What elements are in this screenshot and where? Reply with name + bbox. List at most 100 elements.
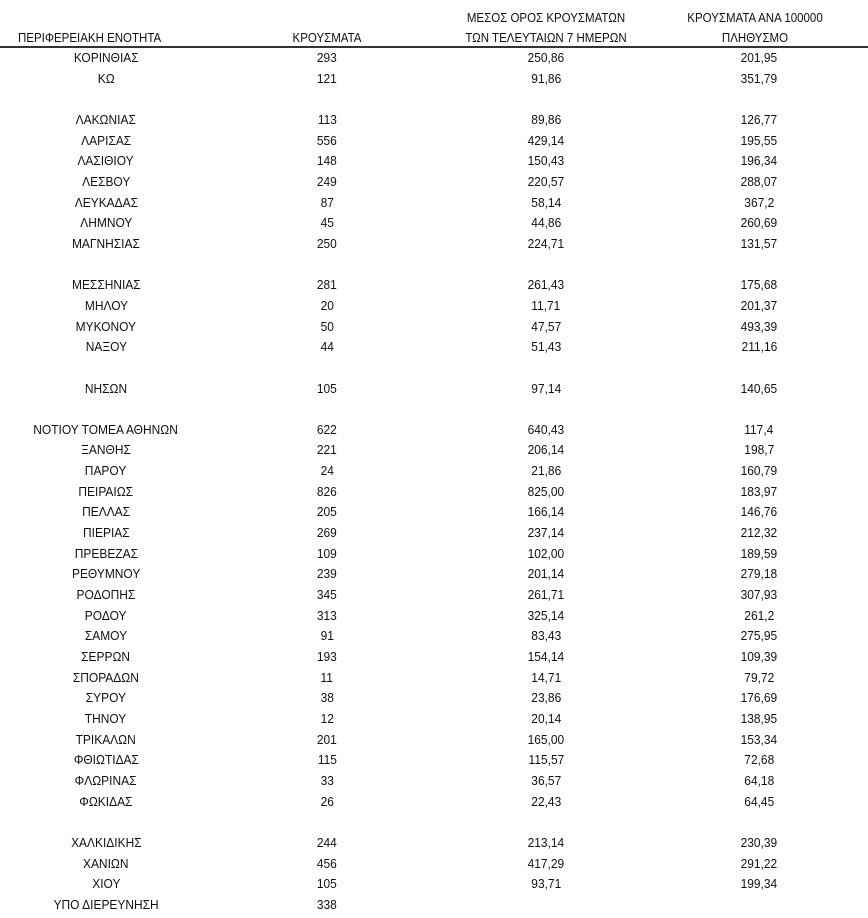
7day-average-cell-text: 825,00 bbox=[527, 483, 565, 499]
region-cell: ΥΠΟ ΔΙΕΡΕΥΝΗΣΗ bbox=[0, 895, 212, 916]
per-100k-cell: 79,72 bbox=[650, 668, 868, 689]
table-row: ΛΕΥΚΑΔΑΣ 87 58,14 367,2 bbox=[0, 193, 868, 214]
table-row: ΜΥΚΟΝΟΥ 50 47,57 493,39 bbox=[0, 317, 868, 338]
per-100k-cell: 307,93 bbox=[650, 585, 868, 606]
7day-average-cell: 261,71 bbox=[442, 585, 650, 606]
region-cell: ΜΥΚΟΝΟΥ bbox=[0, 317, 212, 338]
region-cell-text: ΤΡΙΚΑΛΩΝ bbox=[75, 731, 137, 747]
7day-average-cell-text: 36,57 bbox=[531, 772, 561, 788]
cases-cell-text: 556 bbox=[317, 132, 337, 148]
per-100k-cell-text: 279,18 bbox=[740, 566, 778, 582]
table-row: ΛΗΜΝΟΥ 45 44,86 260,69 bbox=[0, 213, 868, 234]
region-cell: ΤΡΙΚΑΛΩΝ bbox=[0, 730, 212, 751]
per-100k-cell-text: 196,34 bbox=[740, 153, 778, 169]
cases-cell: 33 bbox=[212, 771, 442, 792]
7day-average-cell-text: 150,43 bbox=[527, 153, 565, 169]
per-100k-cell: 175,68 bbox=[650, 275, 868, 296]
per-100k-cell-text: 176,69 bbox=[740, 690, 778, 706]
cases-cell: 313 bbox=[212, 606, 442, 627]
cases-cell: 249 bbox=[212, 172, 442, 193]
cases-cell-text: 281 bbox=[317, 277, 337, 293]
per-100k-cell-text: 212,32 bbox=[740, 525, 778, 541]
table-row: ΦΩΚΙΔΑΣ 26 22,43 64,45 bbox=[0, 792, 868, 813]
region-cell: ΧΑΝΙΩΝ bbox=[0, 854, 212, 875]
per-100k-cell-text: 199,34 bbox=[740, 876, 778, 892]
cases-cell-text: 50 bbox=[320, 318, 334, 334]
cases-cell-text: 87 bbox=[320, 194, 334, 210]
region-cell: ΚΟΡΙΝΘΙΑΣ bbox=[0, 48, 212, 69]
per-100k-cell: 196,34 bbox=[650, 151, 868, 172]
region-cell: ΛΑΡΙΣΑΣ bbox=[0, 131, 212, 152]
per-100k-cell-text: 160,79 bbox=[740, 463, 778, 479]
per-100k-cell-text: 275,95 bbox=[740, 628, 778, 644]
region-cell: ΠΕΛΛΑΣ bbox=[0, 502, 212, 523]
cases-cell-text: 221 bbox=[317, 442, 337, 458]
cases-cell: 105 bbox=[212, 379, 442, 400]
table-row: ΚΩ 121 91,86 351,79 bbox=[0, 69, 868, 90]
table-row: ΣΕΡΡΩΝ 193 154,14 109,39 bbox=[0, 647, 868, 668]
cases-cell: 109 bbox=[212, 544, 442, 565]
region-cell-text: ΠΕΛΛΑΣ bbox=[82, 504, 130, 520]
region-cell-text: ΧΙΟΥ bbox=[91, 876, 121, 892]
per-100k-cell-text: 79,72 bbox=[744, 669, 774, 685]
per-100k-cell: 72,68 bbox=[650, 750, 868, 771]
7day-average-cell-text: 47,57 bbox=[531, 318, 561, 334]
per-100k-cell: 126,77 bbox=[650, 110, 868, 131]
region-cell: ΤΗΝΟΥ bbox=[0, 709, 212, 730]
per-100k-cell: 117,4 bbox=[650, 420, 868, 441]
per-100k-cell-text: 261,2 bbox=[744, 607, 774, 623]
cases-cell: 50 bbox=[212, 317, 442, 338]
region-cell-text: ΡΟΔΟΥ bbox=[85, 607, 127, 623]
per-100k-cell-text: 64,18 bbox=[744, 772, 774, 788]
7day-average-cell: 97,14 bbox=[442, 379, 650, 400]
7day-average-cell: 165,00 bbox=[442, 730, 650, 751]
table-row: ΦΛΩΡΙΝΑΣ 33 36,57 64,18 bbox=[0, 771, 868, 792]
per-100k-cell-text: 198,7 bbox=[744, 442, 774, 458]
per-100k-cell: 260,69 bbox=[650, 213, 868, 234]
cases-cell: 20 bbox=[212, 296, 442, 317]
region-cell-text: ΦΩΚΙΔΑΣ bbox=[79, 793, 133, 809]
7day-average-cell-text: 325,14 bbox=[527, 607, 565, 623]
7day-average-cell: 325,14 bbox=[442, 606, 650, 627]
per-100k-cell: 351,79 bbox=[650, 69, 868, 90]
region-cell-text: ΛΑΚΩΝΙΑΣ bbox=[75, 111, 137, 127]
cases-cell: 269 bbox=[212, 523, 442, 544]
per-100k-cell-text: 291,22 bbox=[740, 855, 778, 871]
table-row: ΣΑΜΟΥ 91 83,43 275,95 bbox=[0, 626, 868, 647]
per-100k-cell: 140,65 bbox=[650, 379, 868, 400]
table-row: ΡΕΘΥΜΝΟΥ 239 201,14 279,18 bbox=[0, 564, 868, 585]
per-100k-cell-text: 109,39 bbox=[740, 649, 778, 665]
per-100k-cell: 212,32 bbox=[650, 523, 868, 544]
7day-average-cell: 36,57 bbox=[442, 771, 650, 792]
cases-cell-text: 293 bbox=[317, 50, 337, 65]
region-cell: ΡΕΘΥΜΝΟΥ bbox=[0, 564, 212, 585]
region-cell: ΜΕΣΣΗΝΙΑΣ bbox=[0, 275, 212, 296]
region-cell: ΜΑΓΝΗΣΙΑΣ bbox=[0, 234, 212, 255]
7day-average-cell: 237,14 bbox=[442, 523, 650, 544]
cases-cell: 201 bbox=[212, 730, 442, 751]
7day-average-cell: 20,14 bbox=[442, 709, 650, 730]
region-cell-text: ΠΑΡΟΥ bbox=[85, 463, 127, 479]
table-row: ΜΑΓΝΗΣΙΑΣ 250 224,71 131,57 bbox=[0, 234, 868, 255]
region-cell: ΝΑΞΟΥ bbox=[0, 337, 212, 358]
table-row: ΛΑΡΙΣΑΣ 556 429,14 195,55 bbox=[0, 131, 868, 152]
region-cell-text: ΦΘΙΩΤΙΔΑΣ bbox=[73, 752, 139, 768]
per-100k-cell bbox=[650, 895, 868, 916]
region-cell-text: ΜΑΓΝΗΣΙΑΣ bbox=[72, 235, 140, 251]
per-100k-cell-text: 146,76 bbox=[740, 504, 778, 520]
region-cell: ΝΟΤΙΟΥ ΤΟΜΕΑ ΑΘΗΝΩΝ bbox=[0, 420, 212, 441]
7day-average-cell: 261,43 bbox=[442, 275, 650, 296]
region-cell-text: ΛΑΡΙΣΑΣ bbox=[80, 132, 132, 148]
per-100k-cell: 275,95 bbox=[650, 626, 868, 647]
region-cell-text: ΜΗΛΟΥ bbox=[84, 297, 128, 313]
table-row: ΝΑΞΟΥ 44 51,43 211,16 bbox=[0, 337, 868, 358]
7day-average-cell: 83,43 bbox=[442, 626, 650, 647]
table-row: ΛΕΣΒΟΥ 249 220,57 288,07 bbox=[0, 172, 868, 193]
per-100k-cell: 201,95 bbox=[650, 48, 868, 69]
7day-average-cell-text: 91,86 bbox=[531, 70, 561, 86]
cases-cell-text: 826 bbox=[317, 483, 337, 499]
per-100k-cell-text: 288,07 bbox=[740, 173, 778, 189]
per-100k-cell-text: 260,69 bbox=[740, 215, 778, 231]
7day-average-cell: 166,14 bbox=[442, 502, 650, 523]
blank-row bbox=[0, 358, 868, 379]
